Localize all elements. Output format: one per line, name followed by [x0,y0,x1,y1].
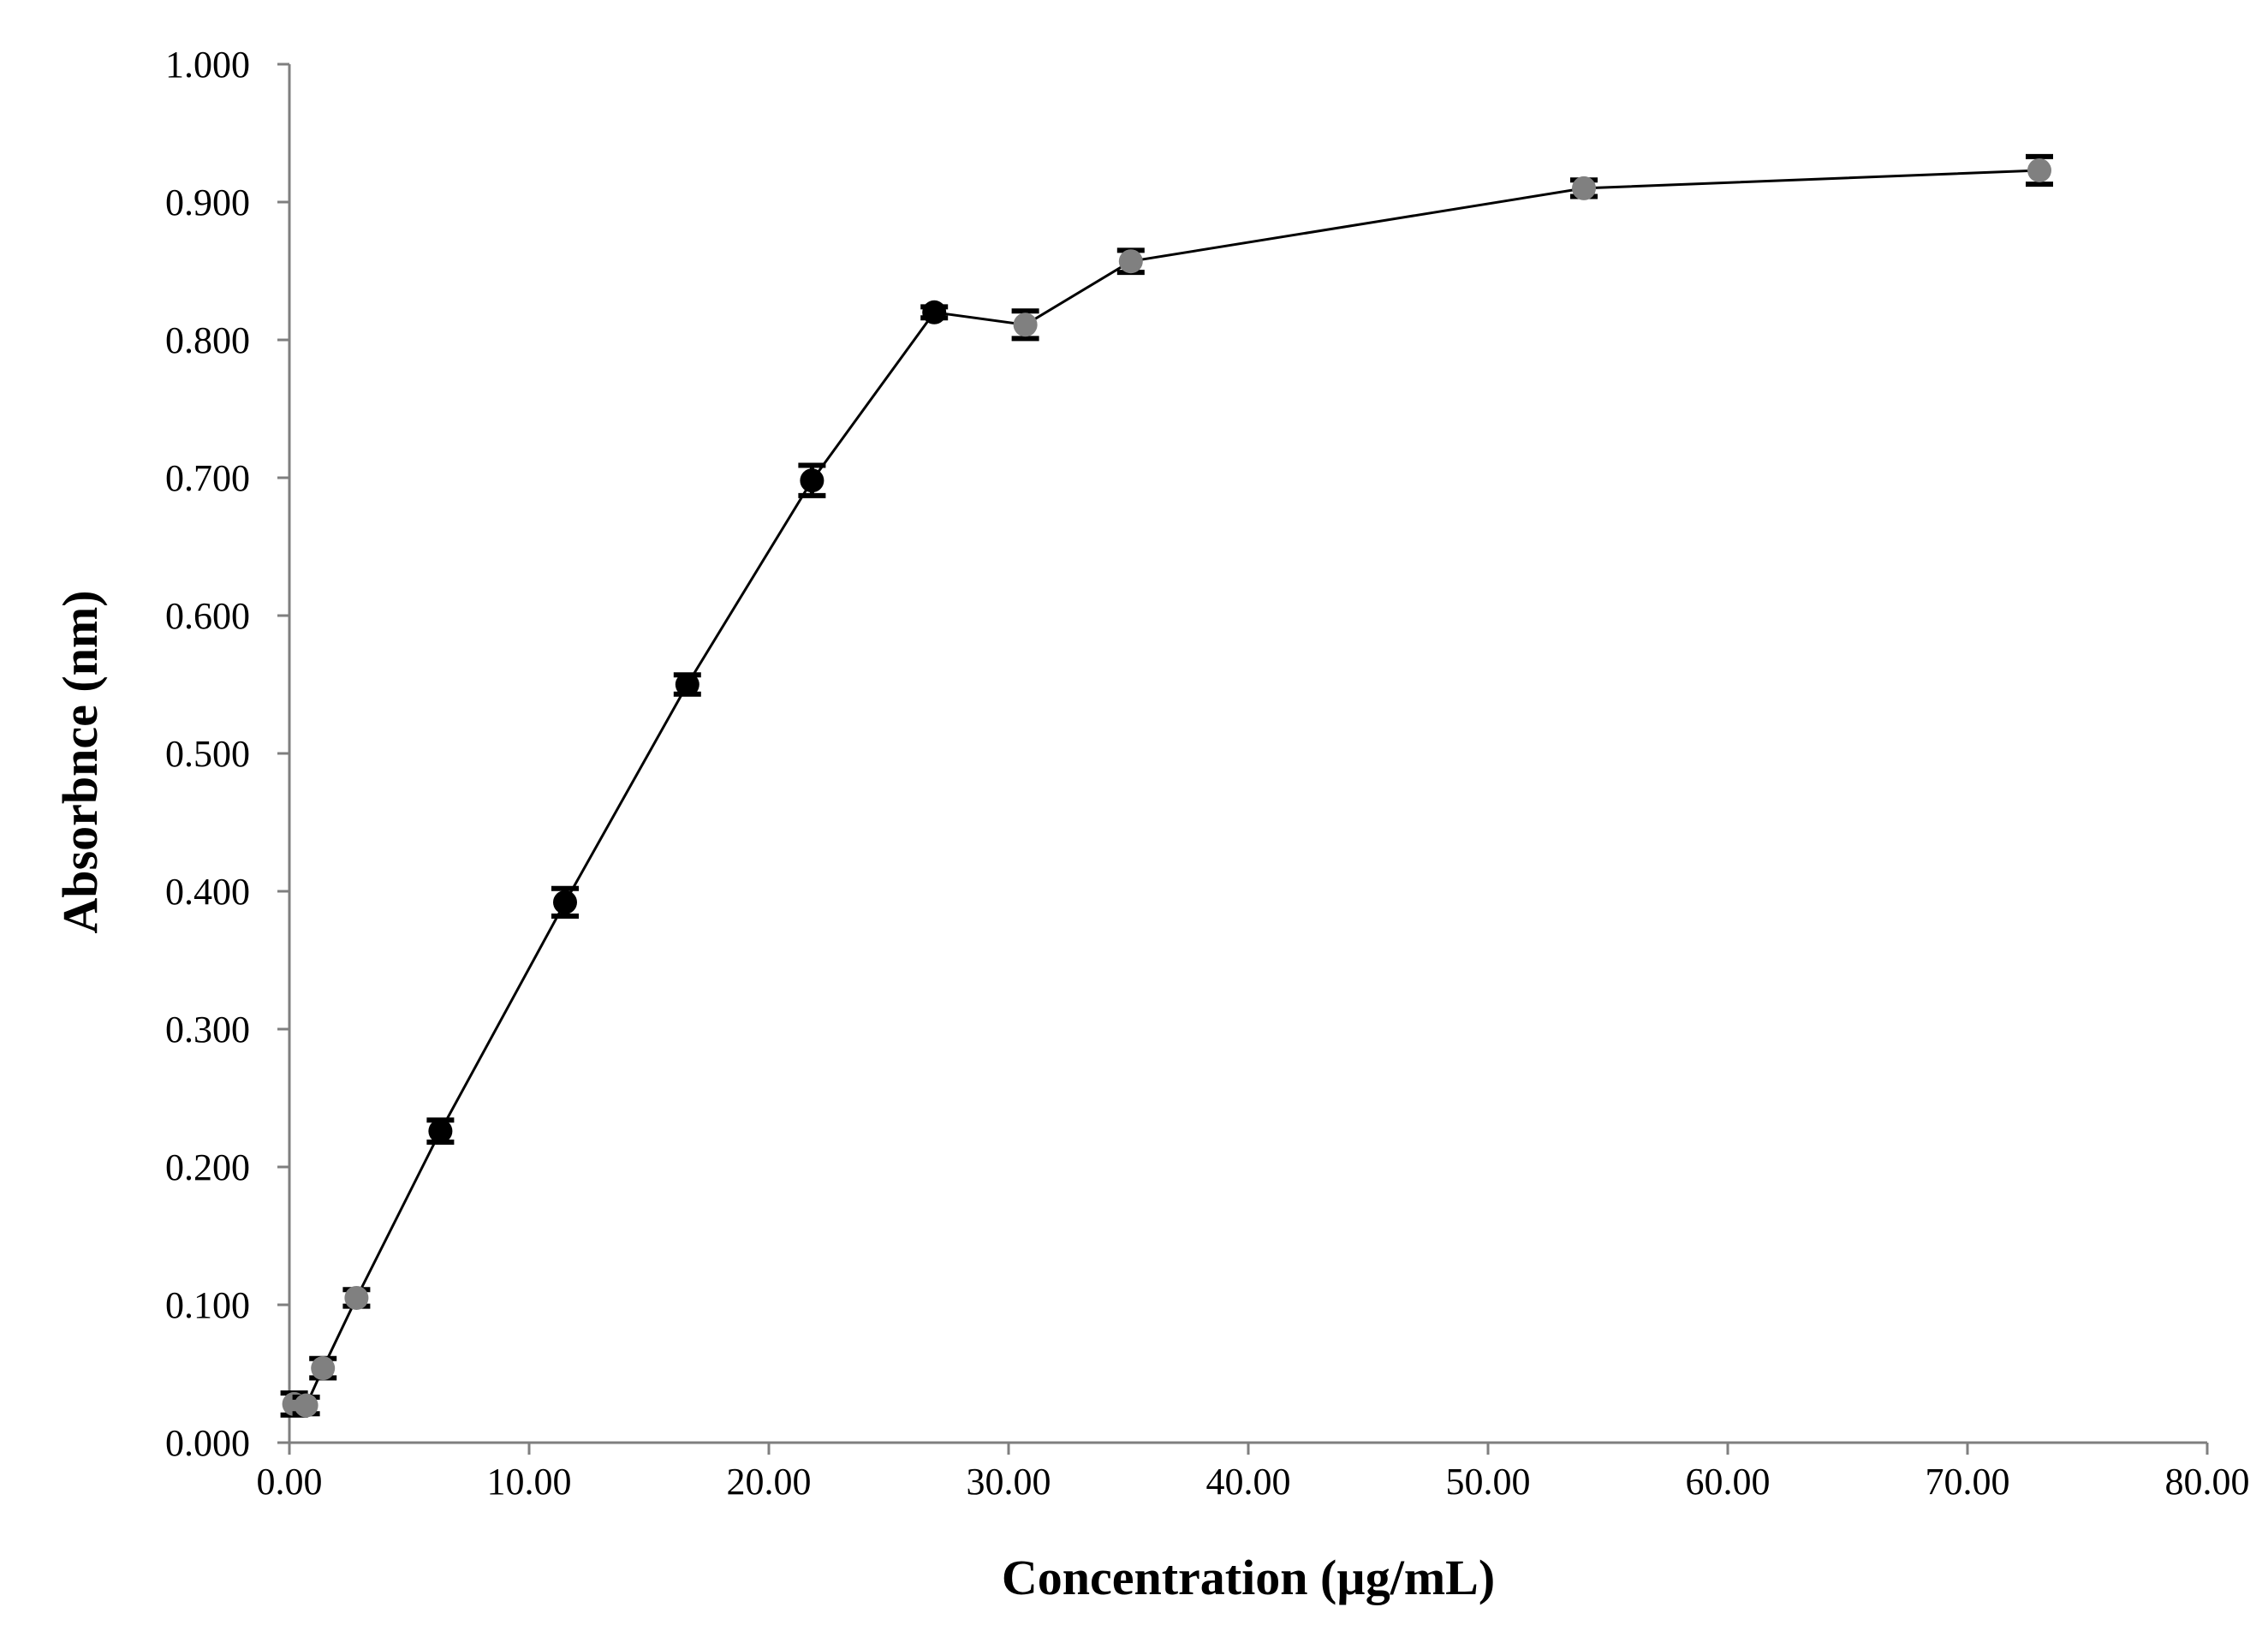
data-point-group [426,1117,455,1146]
y-tick-label: 0.100 [165,1284,250,1326]
axes-layer [288,64,2207,1444]
y-tick-label: 0.400 [165,871,250,913]
data-point-group [1011,308,1039,342]
y-tick-label: 0.600 [165,595,250,637]
data-point [294,1393,318,1418]
data-point [675,672,699,697]
data-point-group [798,462,826,498]
data-point-group [309,1355,337,1381]
data-point-group [673,672,701,697]
data-point [428,1119,453,1144]
data-point [1013,313,1038,337]
data-point [922,300,947,324]
data-point-group [342,1285,371,1310]
y-tick-label: 1.000 [165,44,250,86]
x-tick-label: 40.00 [1206,1461,1291,1503]
data-point-group [551,885,579,919]
data-point-group [2026,153,2053,188]
data-point [1572,176,1596,200]
x-tick-label: 30.00 [967,1461,1051,1503]
series-line [294,169,2040,1408]
data-point [2027,158,2051,182]
y-tick-label: 0.300 [165,1009,250,1051]
x-axis-title: Concentration (µg/mL) [1002,1550,1495,1605]
data-point [1118,249,1143,274]
y-axis-title: Absorbnce (nm) [52,590,108,933]
x-tick-label: 50.00 [1446,1461,1531,1503]
data-point [800,468,824,493]
data-point [344,1285,369,1310]
x-tick-label: 60.00 [1686,1461,1771,1503]
x-tick-label: 80.00 [2165,1461,2250,1503]
y-tick-label: 0.700 [165,457,250,499]
data-point-group [1116,247,1145,276]
y-tick-label: 0.900 [165,182,250,223]
data-point-group [920,300,949,324]
data-point [553,890,577,914]
data-point-group [1570,176,1598,200]
y-tick-label: 0.000 [165,1422,250,1464]
data-layer [280,153,2053,1418]
x-tick-label: 10.00 [487,1461,572,1503]
x-tick-label: 20.00 [727,1461,812,1503]
data-point [311,1356,336,1381]
data-point-group [292,1393,320,1418]
y-tick-label: 0.500 [165,733,250,775]
x-tick-label: 70.00 [1926,1461,2010,1503]
ticks-layer: 0.00 10.00 20.00 30.00 40.00 50.00 60.00 70.00 8… [165,44,2250,1503]
x-tick-label: 0.00 [257,1461,323,1503]
y-tick-label: 0.800 [165,319,250,361]
y-tick-label: 0.200 [165,1146,250,1188]
